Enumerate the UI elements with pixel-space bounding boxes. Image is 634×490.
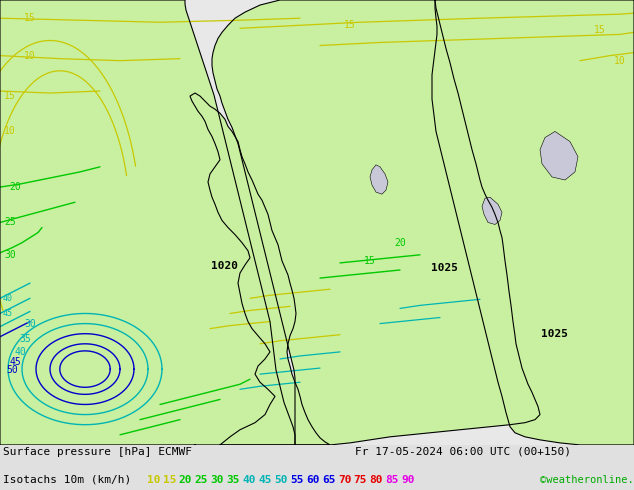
Text: 35: 35 xyxy=(226,475,240,485)
Text: 20: 20 xyxy=(9,182,21,192)
Polygon shape xyxy=(190,93,330,445)
Text: 10: 10 xyxy=(4,126,16,136)
Text: Surface pressure [hPa] ECMWF: Surface pressure [hPa] ECMWF xyxy=(3,447,192,457)
Text: 80: 80 xyxy=(370,475,383,485)
Text: 40: 40 xyxy=(242,475,256,485)
Text: 60: 60 xyxy=(306,475,320,485)
Text: 75: 75 xyxy=(354,475,367,485)
Text: Isotachs 10m (km/h): Isotachs 10m (km/h) xyxy=(3,475,138,485)
Text: 20: 20 xyxy=(394,238,406,247)
Text: ©weatheronline.co.uk: ©weatheronline.co.uk xyxy=(540,475,634,485)
Text: 10: 10 xyxy=(24,50,36,61)
Text: 15: 15 xyxy=(4,91,16,101)
Polygon shape xyxy=(370,165,388,194)
Polygon shape xyxy=(540,131,578,180)
Text: 15: 15 xyxy=(24,13,36,23)
Text: 50: 50 xyxy=(274,475,288,485)
Text: 45: 45 xyxy=(258,475,272,485)
Text: 1025: 1025 xyxy=(432,263,458,273)
Text: 30: 30 xyxy=(4,250,16,260)
Text: 1025: 1025 xyxy=(541,329,569,339)
Text: 15: 15 xyxy=(344,20,356,30)
Text: 45: 45 xyxy=(9,357,21,367)
Text: 15: 15 xyxy=(163,475,176,485)
Polygon shape xyxy=(432,0,634,445)
Text: 85: 85 xyxy=(385,475,399,485)
Polygon shape xyxy=(212,0,540,445)
Polygon shape xyxy=(482,197,502,224)
Text: 25: 25 xyxy=(4,218,16,227)
Text: 50: 50 xyxy=(6,365,18,375)
Text: 70: 70 xyxy=(338,475,351,485)
Polygon shape xyxy=(0,0,295,445)
Text: 10: 10 xyxy=(147,475,160,485)
Text: Fr 17-05-2024 06:00 UTC (00+150): Fr 17-05-2024 06:00 UTC (00+150) xyxy=(355,447,571,457)
Text: 55: 55 xyxy=(290,475,304,485)
Text: 30: 30 xyxy=(210,475,224,485)
Text: 40: 40 xyxy=(3,294,13,303)
Text: 65: 65 xyxy=(322,475,335,485)
Text: 35: 35 xyxy=(19,334,31,344)
Text: 15: 15 xyxy=(364,256,376,266)
Text: 20: 20 xyxy=(179,475,192,485)
Text: 1020: 1020 xyxy=(212,261,238,271)
Text: 90: 90 xyxy=(401,475,415,485)
Text: 30: 30 xyxy=(24,318,36,329)
Text: 25: 25 xyxy=(195,475,208,485)
Text: 10: 10 xyxy=(614,56,626,66)
Text: 45: 45 xyxy=(3,309,13,318)
Text: 40: 40 xyxy=(14,347,26,357)
Text: 15: 15 xyxy=(594,25,606,35)
